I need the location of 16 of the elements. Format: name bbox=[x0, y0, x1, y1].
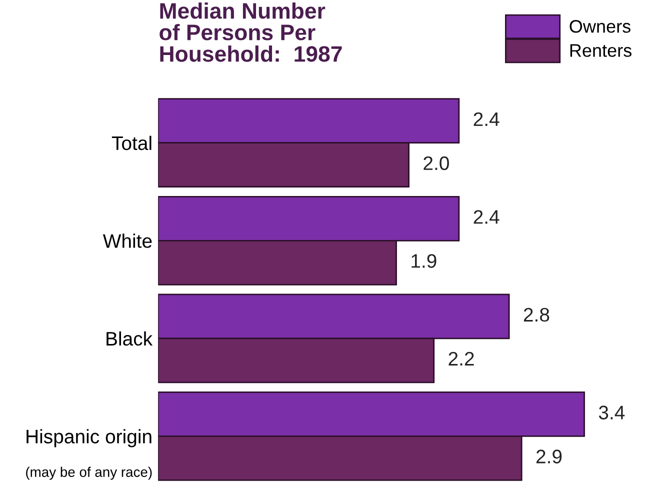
data-label: 2.8 bbox=[524, 308, 550, 322]
data-label: 2.4 bbox=[474, 210, 500, 224]
text: (may be of any race) bbox=[26, 466, 152, 480]
data-label: 2.2 bbox=[448, 352, 474, 366]
y-tick-label: Black bbox=[106, 331, 153, 346]
legend-label: Renters bbox=[570, 44, 632, 57]
data-label: 2.4 bbox=[474, 112, 500, 126]
chart-title: Median Number of Persons Per Household: 1987 bbox=[160, 2, 342, 62]
data-label: 3.4 bbox=[598, 406, 625, 420]
y-tick-label: Total bbox=[112, 136, 152, 150]
data-label: 2.9 bbox=[536, 450, 562, 464]
data-label: 1.9 bbox=[412, 254, 436, 268]
data-label: 2.0 bbox=[424, 156, 449, 170]
y-tick-label: Hispanic origin bbox=[26, 429, 152, 448]
y-tick-label: White bbox=[102, 234, 152, 248]
legend-label: Owners bbox=[570, 20, 630, 33]
